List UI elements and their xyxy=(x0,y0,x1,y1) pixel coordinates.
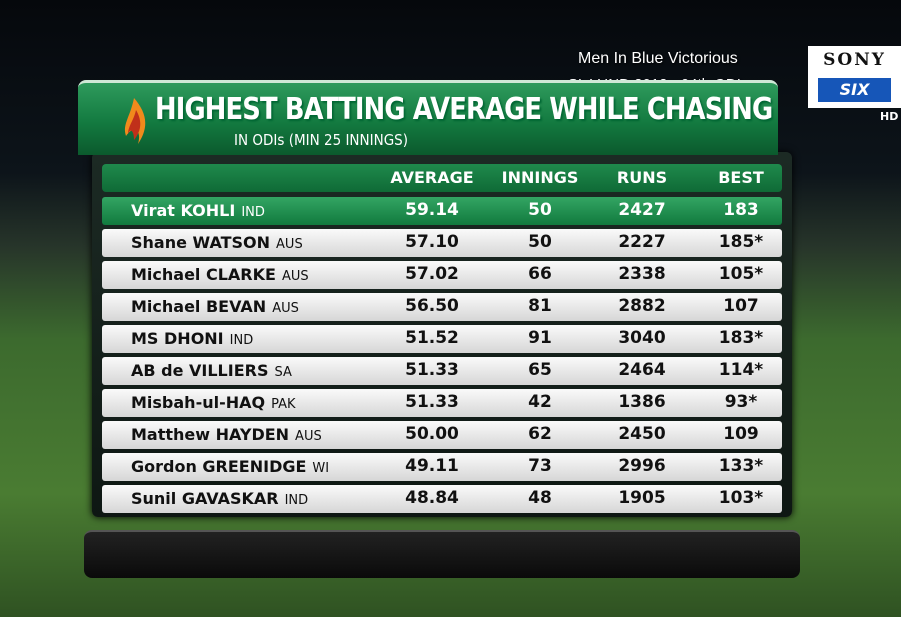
country: AUS xyxy=(281,269,309,284)
name-text: Shane WATSON xyxy=(131,233,271,252)
table-row: Sunil GAVASKAR IND 48.84 48 1905 103* xyxy=(102,485,782,513)
player-name: Michael CLARKE AUS xyxy=(131,265,309,284)
stat-cell: 50.00 xyxy=(405,424,459,444)
channel-name: SONY xyxy=(823,50,886,70)
name-text: Matthew HAYDEN xyxy=(131,425,290,444)
country: AUS xyxy=(272,301,299,316)
stat-cell: 2996 xyxy=(618,456,666,476)
stat-cell: 73 xyxy=(528,456,552,476)
stat-cell: 2227 xyxy=(618,232,666,252)
stat-cell: 183* xyxy=(718,328,764,348)
stat-cell: 51.33 xyxy=(405,360,459,380)
name-text: Gordon GREENIDGE xyxy=(131,457,307,476)
stat-cell: 51.33 xyxy=(405,392,459,412)
table-row: MS DHONI IND 51.52 91 3040 183* xyxy=(102,325,782,353)
player-name: Shane WATSON AUS xyxy=(131,233,303,252)
country: IND xyxy=(229,333,254,348)
header-bar xyxy=(102,164,782,192)
table-row: Misbah-ul-HAQ PAK 51.33 42 1386 93* xyxy=(102,389,782,417)
stat-cell: 50 xyxy=(528,200,552,220)
table-row: Gordon GREENIDGE WI 49.11 73 2996 133* xyxy=(102,453,782,481)
player-name: Sunil GAVASKAR IND xyxy=(131,489,308,508)
player-name: AB de VILLIERS SA xyxy=(131,361,292,380)
name-text: AB de VILLIERS xyxy=(131,361,269,380)
name-text: Michael BEVAN xyxy=(131,297,267,316)
column-header: BEST xyxy=(718,168,764,187)
stat-cell: 105* xyxy=(718,264,764,284)
stat-cell: 59.14 xyxy=(405,200,459,220)
column-header: AVERAGE xyxy=(390,168,474,187)
stat-cell: 109 xyxy=(723,424,759,444)
country: IND xyxy=(284,493,309,508)
stat-cell: 50 xyxy=(528,232,552,252)
stat-cell: 81 xyxy=(528,296,552,316)
stat-cell: 51.52 xyxy=(405,328,459,348)
stat-cell: 66 xyxy=(528,264,552,284)
stat-cell: 56.50 xyxy=(405,296,459,316)
stat-cell: 183 xyxy=(723,200,759,220)
channel-logo: SONY SIX xyxy=(808,46,901,108)
stat-cell: 48 xyxy=(528,488,552,508)
player-name: MS DHONI IND xyxy=(131,329,253,348)
country: SA xyxy=(274,365,292,380)
stat-cell: 114* xyxy=(718,360,764,380)
name-text: Michael CLARKE xyxy=(131,265,276,284)
stat-cell: 57.10 xyxy=(405,232,459,252)
stat-cell: 2882 xyxy=(618,296,666,316)
stat-cell: 62 xyxy=(528,424,552,444)
stat-cell: 3040 xyxy=(618,328,666,348)
column-header: RUNS xyxy=(616,168,668,187)
column-header: INNINGS xyxy=(501,168,579,187)
country: WI xyxy=(312,461,330,476)
title: HIGHEST BATTING AVERAGE WHILE CHASING xyxy=(155,92,773,127)
stat-cell: 42 xyxy=(528,392,552,412)
player-name: Gordon GREENIDGE WI xyxy=(131,457,329,476)
stat-cell: 1905 xyxy=(618,488,666,508)
stat-cell: 2338 xyxy=(618,264,666,284)
name-text: Virat KOHLI xyxy=(131,201,236,220)
country: AUS xyxy=(276,237,303,252)
table-row: Matthew HAYDEN AUS 50.00 62 2450 109 xyxy=(102,421,782,449)
bottom-bar xyxy=(84,530,800,578)
caption: Men In Blue Victorious xyxy=(578,50,738,67)
stat-cell: 2427 xyxy=(618,200,666,220)
stat-cell: 2464 xyxy=(618,360,666,380)
stat-cell: 2450 xyxy=(618,424,666,444)
stat-cell: 185* xyxy=(718,232,764,252)
player-name: Michael BEVAN AUS xyxy=(131,297,299,316)
stat-cell: 133* xyxy=(718,456,764,476)
title-bar xyxy=(78,80,778,155)
table-row: Virat KOHLI IND 59.14 50 2427 183 xyxy=(102,197,782,225)
stat-cell: 93* xyxy=(724,392,758,412)
country: AUS xyxy=(295,429,322,444)
stat-cell: 49.11 xyxy=(405,456,459,476)
flame-icon xyxy=(124,98,146,144)
name-text: Misbah-ul-HAQ xyxy=(131,393,266,412)
name-text: MS DHONI xyxy=(131,329,224,348)
table-row: Shane WATSON AUS 57.10 50 2227 185* xyxy=(102,229,782,257)
player-name: Matthew HAYDEN AUS xyxy=(131,425,322,444)
player-name: Virat KOHLI IND xyxy=(131,201,265,220)
table-row: AB de VILLIERS SA 51.33 65 2464 114* xyxy=(102,357,782,385)
country: IND xyxy=(241,205,265,220)
channel-sub: SIX xyxy=(818,78,891,102)
subtitle: IN ODIs (MIN 25 INNINGS) xyxy=(234,131,409,149)
stat-cell: 48.84 xyxy=(405,488,459,508)
stat-cell: 57.02 xyxy=(405,264,459,284)
table-row: Michael CLARKE AUS 57.02 66 2338 105* xyxy=(102,261,782,289)
quality-badge: HD xyxy=(880,110,899,123)
stat-cell: 1386 xyxy=(618,392,666,412)
table-row: Michael BEVAN AUS 56.50 81 2882 107 xyxy=(102,293,782,321)
stat-cell: 103* xyxy=(718,488,764,508)
country: PAK xyxy=(271,397,296,412)
stat-cell: 107 xyxy=(723,296,759,316)
stat-cell: 91 xyxy=(528,328,552,348)
player-name: Misbah-ul-HAQ PAK xyxy=(131,393,296,412)
name-text: Sunil GAVASKAR xyxy=(131,489,279,508)
stat-cell: 65 xyxy=(528,360,552,380)
